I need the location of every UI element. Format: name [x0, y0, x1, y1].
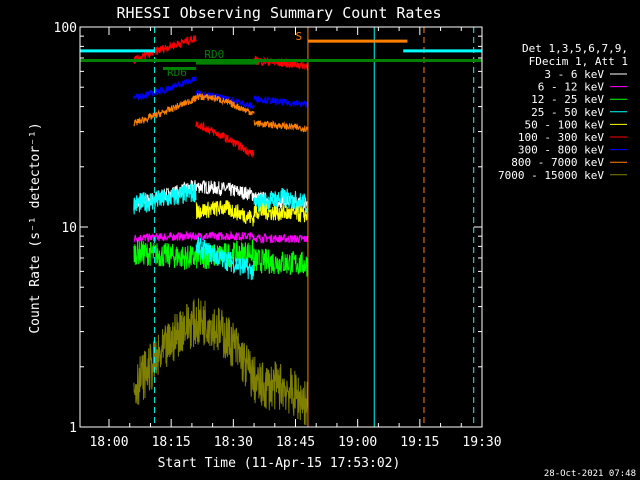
series-line-5-0 — [133, 35, 197, 65]
x-tick-label-3: 18:45 — [276, 435, 315, 450]
series-line-4-0 — [195, 200, 255, 227]
series-layer — [133, 35, 309, 426]
flag-label-1: RD0 — [204, 48, 224, 61]
legend-header-0: Det 1,3,5,6,7,9, — [522, 42, 628, 55]
x-axis-label: Start Time (11-Apr-15 17:53:02) — [158, 456, 401, 471]
legend-entry-0: 3 - 6 keV — [544, 68, 604, 81]
series-line-3-1 — [195, 237, 255, 281]
legend-entry-8: 7000 - 15000 keV — [498, 169, 604, 182]
series-line-4-1 — [253, 202, 309, 223]
x-tick-label-1: 18:15 — [152, 435, 191, 450]
series-line-7-1 — [195, 93, 255, 116]
x-tick-label-2: 18:30 — [214, 435, 253, 450]
series-line-6-0 — [133, 75, 197, 101]
axes-layer: 18:00 18:15 18:30 18:45 19:00 19:15 19:30 1 10 10… — [54, 21, 502, 450]
series-line-2-1 — [253, 248, 309, 277]
legend-entry-2: 12 - 25 keV — [531, 93, 604, 106]
legend: Det 1,3,5,6,7,9,FDecim 1, Att 13 - 6 keV… — [498, 42, 628, 182]
legend-header-1: FDecim 1, Att 1 — [529, 55, 628, 68]
y-tick-label-0: 1 — [69, 421, 77, 436]
series-line-7-2 — [253, 119, 309, 133]
series-line-1-0 — [133, 230, 255, 244]
series-line-1-1 — [253, 232, 309, 245]
series-line-3-0 — [133, 183, 197, 215]
legend-entry-5: 100 - 300 keV — [518, 131, 604, 144]
flag-label-0: RD6 — [167, 66, 187, 79]
legend-entry-4: 50 - 100 keV — [525, 118, 605, 131]
y-axis-label: Count Rate (s⁻¹ detector⁻¹) — [28, 122, 43, 333]
x-tick-label-4: 19:00 — [338, 435, 377, 450]
y-tick-label-1: 10 — [61, 221, 77, 236]
y-tick-label-2: 100 — [54, 21, 77, 36]
series-line-8-0 — [133, 298, 309, 426]
timestamp-label: 28-Oct-2021 07:48 — [544, 469, 636, 479]
series-line-6-2 — [253, 95, 309, 109]
x-tick-label-0: 18:00 — [89, 435, 128, 450]
legend-entry-1: 6 - 12 keV — [538, 81, 605, 94]
legend-entry-3: 25 - 50 keV — [531, 106, 604, 119]
series-line-7-0 — [133, 94, 197, 127]
series-line-2-0 — [133, 238, 255, 270]
legend-entry-6: 300 - 800 keV — [518, 144, 604, 157]
legend-entry-7: 800 - 7000 keV — [511, 156, 604, 169]
series-line-5-1 — [195, 121, 255, 158]
x-tick-label-5: 19:15 — [400, 435, 439, 450]
flag-label-2: S — [296, 30, 303, 43]
x-tick-label-6: 19:30 — [462, 435, 501, 450]
chart-title: RHESSI Observing Summary Count Rates — [116, 4, 441, 22]
